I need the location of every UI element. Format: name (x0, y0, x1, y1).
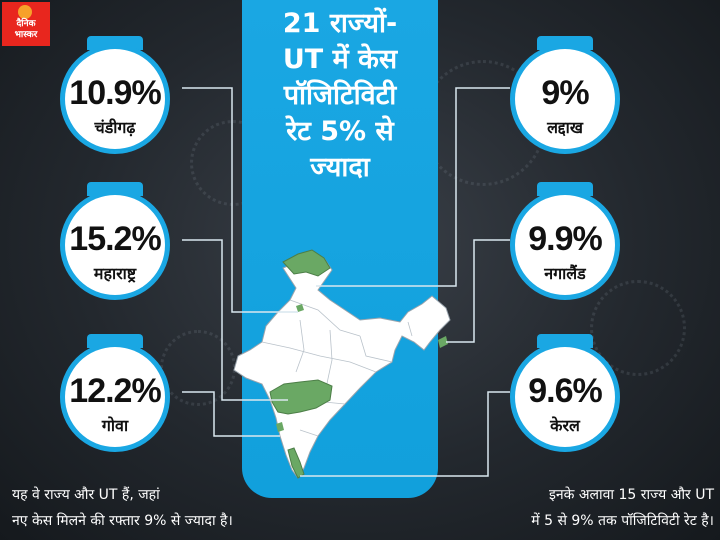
footer-line: में 5 से 9% तक पॉजिटिविटी रेट है। (531, 513, 714, 529)
badge-disc (515, 347, 615, 447)
headline-line: पॉजिटिविटी (283, 80, 397, 111)
maharashtra-region (269, 379, 333, 415)
goa-region (276, 422, 284, 432)
ladakh-region (282, 249, 331, 277)
footer-line: यह वे राज्य और UT हैं, जहां (12, 487, 160, 503)
stat-badge-nagaland: 9.9% नगालैंड (510, 182, 620, 300)
stat-value: 9.6% (528, 372, 603, 410)
stat-label: लद्दाख (547, 118, 583, 137)
logo-line-1: दैनिक (16, 19, 36, 29)
kerala-region (287, 447, 305, 479)
stat-value: 9.9% (528, 220, 603, 258)
footer-line: नए केस मिलने की रफ्तार 9% से ज्यादा है। (12, 513, 233, 529)
badge-disc (515, 49, 615, 149)
sun-icon (18, 5, 32, 19)
india-map-outline (233, 253, 451, 479)
virus-decoration (590, 280, 686, 376)
stat-badge-kerala: 9.6% केरल (510, 334, 620, 452)
stat-label: चंडीगढ़ (94, 118, 136, 137)
stat-badge-chandigarh: 10.9% चंडीगढ़ (60, 36, 170, 154)
stat-value: 15.2% (69, 220, 161, 258)
logo-line-2: भास्कर (14, 30, 38, 40)
stat-value: 12.2% (69, 372, 161, 410)
footer-note-left: यह वे राज्य और UT हैं, जहां नए केस मिलने… (12, 482, 352, 534)
headline-line: रेट 5% से (286, 116, 394, 147)
stat-label: गोवा (101, 416, 129, 435)
brand-logo: दैनिक भास्कर (2, 2, 50, 46)
footer-line: इनके अलावा 15 राज्य और UT (548, 487, 714, 503)
footer-note-right: इनके अलावा 15 राज्य और UT में 5 से 9% तक… (384, 482, 714, 534)
badge-disc (65, 49, 165, 149)
nagaland-region (438, 336, 448, 348)
stat-label: नगालैंड (544, 264, 586, 283)
badge-disc (515, 195, 615, 295)
stat-value: 10.9% (69, 74, 161, 112)
headline-line: UT में केस (282, 44, 398, 75)
badge-disc (65, 195, 165, 295)
stat-badge-maharashtra: 15.2% महाराष्ट्र (60, 182, 170, 300)
headline-line: 21 राज्यों- (282, 8, 398, 39)
state-borders (261, 299, 413, 437)
headline: 21 राज्यों- UT में केस पॉजिटिविटी रेट 5%… (242, 6, 438, 186)
chandigarh-region (296, 304, 304, 312)
stat-badge-ladakh: 9% लद्दाख (510, 36, 620, 154)
stat-label: केरल (550, 416, 580, 435)
stat-value: 9% (541, 74, 589, 112)
stat-badge-goa: 12.2% गोवा (60, 334, 170, 452)
connector-lines (182, 87, 510, 477)
badge-disc (65, 347, 165, 447)
stat-label: महाराष्ट्र (93, 264, 137, 283)
headline-line: ज्यादा (310, 152, 370, 183)
